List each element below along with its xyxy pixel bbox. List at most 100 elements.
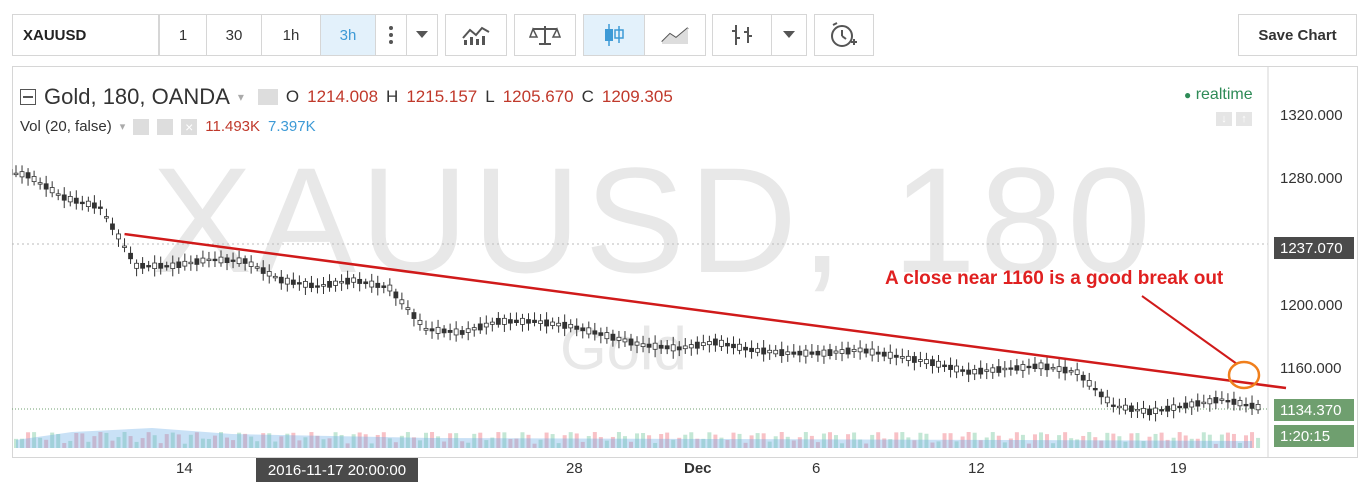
volume-bar	[767, 441, 772, 448]
candle-body	[996, 366, 1002, 373]
candles-style-icon[interactable]	[583, 14, 645, 56]
collapse-legend-icon[interactable]	[20, 89, 36, 105]
volume-bar	[188, 434, 193, 448]
bars-style-icon[interactable]	[712, 14, 772, 56]
volume-bar	[466, 442, 471, 448]
candle-body	[767, 349, 773, 354]
candle-body	[260, 267, 266, 274]
candle-body	[1074, 369, 1080, 375]
volume-bar	[104, 432, 109, 448]
scroll-up-arrow-icon[interactable]: ↑	[1236, 112, 1252, 126]
volume-bar	[194, 432, 199, 448]
volume-eye-icon[interactable]	[133, 118, 150, 135]
candle-body	[1056, 366, 1062, 372]
volume-bar	[1111, 433, 1116, 448]
volume-bar	[737, 433, 742, 448]
candle-body	[833, 350, 839, 354]
candle-body	[1207, 398, 1213, 405]
volume-bar	[1087, 432, 1092, 448]
volume-bar	[978, 440, 983, 448]
volume-bar	[731, 432, 736, 448]
volume-bar	[1069, 438, 1074, 448]
candle-body	[176, 261, 182, 268]
volume-bar	[411, 437, 416, 448]
low-value: 1205.670	[502, 87, 574, 106]
interval-dropdown-chevron-icon[interactable]	[406, 14, 438, 56]
volume-bar	[779, 432, 784, 448]
interval-3h-button[interactable]: 3h	[320, 14, 376, 56]
volume-title[interactable]: Vol (20, false)	[20, 118, 112, 135]
volume-bar	[1063, 432, 1068, 448]
candle-body	[658, 344, 664, 349]
volume-bar	[725, 439, 730, 448]
candle-body	[128, 252, 133, 260]
eye-visibility-icon[interactable]	[257, 89, 278, 105]
candle-body	[272, 275, 278, 279]
indicators-icon[interactable]	[445, 14, 507, 56]
volume-bar	[417, 440, 422, 448]
high-value: 1215.157	[406, 87, 478, 106]
candle-body	[670, 344, 676, 352]
candle-body	[755, 348, 761, 353]
chart-area[interactable]: XAUUSD, 180 Gold Gold, 180, OANDA ▾ O 121…	[12, 66, 1358, 488]
volume-bar	[689, 432, 694, 448]
candle-body	[706, 341, 712, 346]
breakout-circle	[1227, 360, 1261, 390]
volume-bar	[255, 441, 260, 448]
candle-body	[230, 259, 236, 262]
candle-body	[1062, 366, 1068, 374]
candle-body	[725, 342, 730, 347]
volume-bar	[297, 440, 302, 448]
candle-body	[911, 356, 917, 363]
candle-body	[863, 348, 869, 354]
chart-style-dropdown-chevron-icon[interactable]	[771, 14, 807, 56]
series-title[interactable]: Gold, 180, OANDA	[44, 84, 230, 109]
volume-bar	[1093, 437, 1098, 448]
candle-body	[79, 201, 85, 205]
volume-bar	[960, 436, 965, 448]
volume-bar	[1099, 440, 1104, 448]
candle-body	[544, 319, 549, 327]
candle-body	[140, 262, 146, 269]
candle-body	[1044, 363, 1050, 371]
alert-clock-icon[interactable]	[814, 14, 874, 56]
bar-countdown-tag: 1:20:15	[1274, 425, 1354, 447]
volume-bars	[14, 428, 1261, 448]
interval-30-button[interactable]: 30	[206, 14, 262, 56]
volume-bar	[1117, 436, 1122, 448]
volume-menu-chevron-icon[interactable]: ▾	[119, 121, 126, 133]
candle-body	[212, 258, 218, 262]
series-menu-chevron-icon[interactable]: ▾	[237, 90, 244, 104]
candle-body	[827, 349, 833, 356]
interval-1-button[interactable]: 1	[159, 14, 207, 56]
candle-body	[1231, 398, 1237, 405]
volume-bar	[86, 441, 91, 448]
volume-bar	[351, 434, 356, 448]
scroll-down-arrow-icon[interactable]: ↓	[1216, 112, 1232, 126]
volume-bar	[32, 432, 37, 448]
candle-body	[284, 277, 290, 285]
candle-body	[881, 351, 887, 357]
candle-body	[809, 351, 815, 355]
candle-body	[405, 307, 411, 311]
candle-body	[1129, 405, 1134, 412]
line-style-icon[interactable]	[644, 14, 706, 56]
volume-bar	[285, 433, 290, 448]
compare-scale-icon[interactable]	[514, 14, 576, 56]
volume-settings-gear-icon[interactable]	[157, 118, 174, 135]
more-intervals-icon[interactable]	[375, 14, 407, 56]
candle-body	[520, 317, 525, 325]
candle-body	[942, 364, 947, 368]
volume-bar	[815, 442, 820, 448]
interval-1h-button[interactable]: 1h	[261, 14, 321, 56]
symbol-search-button[interactable]: XAUUSD	[12, 14, 159, 56]
candle-body	[351, 277, 357, 283]
candle-body	[417, 319, 423, 325]
symbol-watermark: XAUUSD, 180	[152, 136, 1155, 304]
volume-bar	[1231, 433, 1236, 448]
volume-remove-close-icon[interactable]: ×	[181, 118, 198, 135]
candle-body	[1183, 402, 1189, 409]
volume-bar	[134, 441, 139, 448]
save-chart-button[interactable]: Save Chart	[1238, 14, 1357, 56]
volume-bar	[556, 443, 561, 448]
